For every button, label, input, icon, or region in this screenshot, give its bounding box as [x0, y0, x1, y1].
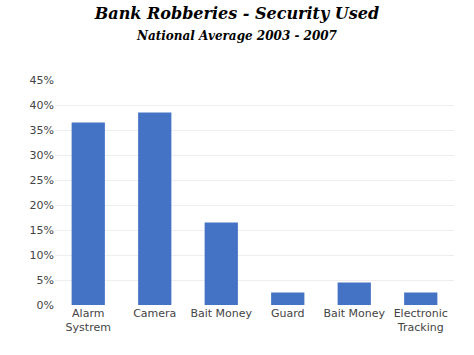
- svg-text:5%: 5%: [37, 274, 54, 287]
- svg-text:10%: 10%: [30, 249, 54, 262]
- svg-text:0%: 0%: [37, 299, 54, 312]
- svg-text:AlarmSystrem: AlarmSystrem: [66, 307, 111, 334]
- svg-text:25%: 25%: [30, 174, 54, 187]
- svg-text:35%: 35%: [30, 124, 54, 137]
- svg-text:Bait Money: Bait Money: [190, 307, 252, 320]
- svg-text:Bank Robberies - Security Used: Bank Robberies - Security UsedNational A…: [94, 4, 379, 43]
- svg-text:ElectronicTracking: ElectronicTracking: [394, 307, 448, 334]
- svg-text:40%: 40%: [30, 99, 54, 112]
- svg-text:Guard: Guard: [271, 307, 305, 320]
- svg-text:Camera: Camera: [133, 307, 176, 320]
- svg-text:15%: 15%: [30, 224, 54, 237]
- svg-text:45%: 45%: [30, 74, 54, 87]
- svg-text:Bait Money: Bait Money: [323, 307, 385, 320]
- svg-text:20%: 20%: [30, 199, 54, 212]
- svg-text:30%: 30%: [30, 149, 54, 162]
